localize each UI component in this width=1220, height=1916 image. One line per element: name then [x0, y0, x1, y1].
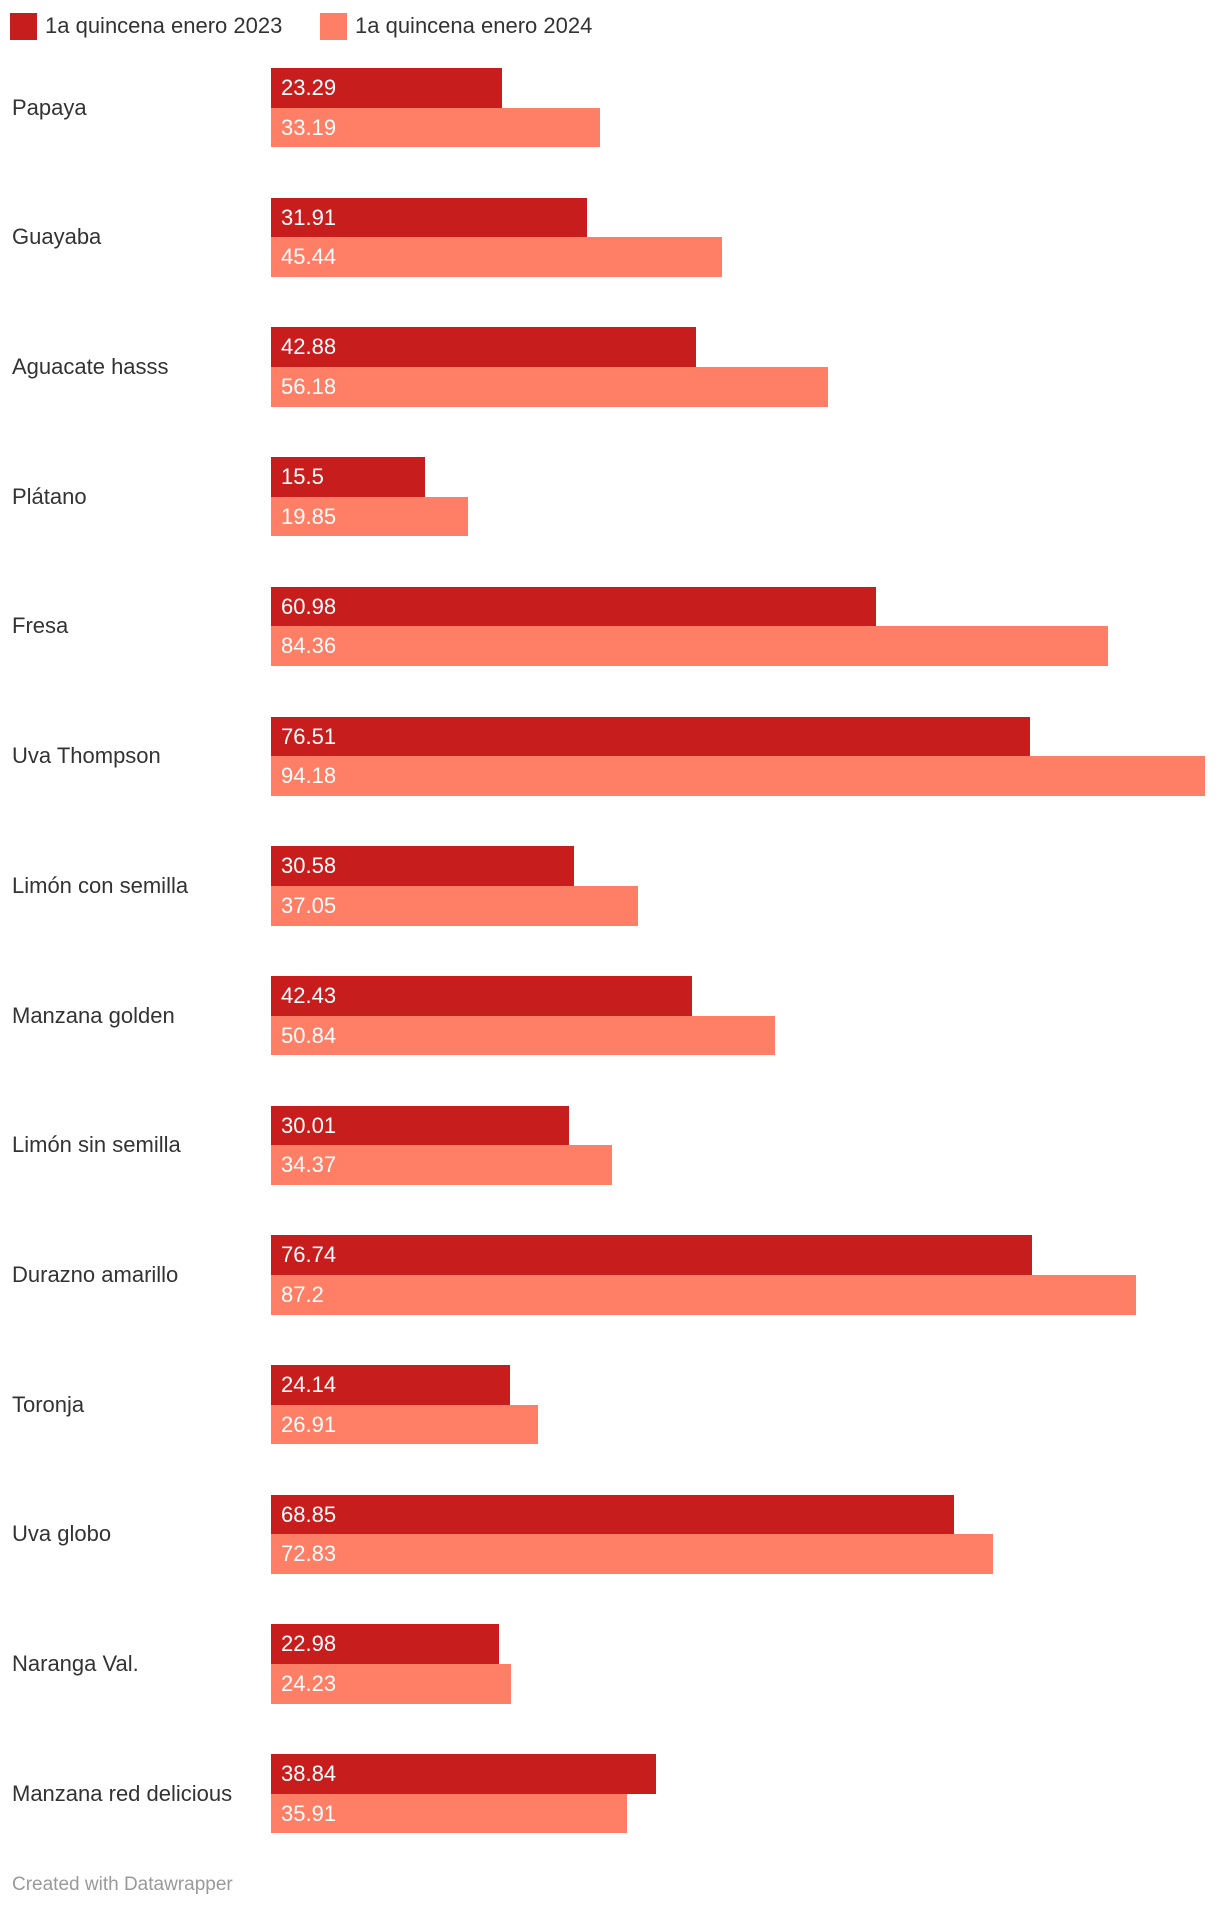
bar: 15.5 — [271, 457, 425, 497]
bar-value-label: 37.05 — [281, 892, 337, 918]
chart-row: Limón con semilla 30.58 37.05 — [0, 846, 1220, 926]
bar-value-label: 87.2 — [281, 1281, 324, 1307]
chart-row: Papaya 23.29 33.19 — [0, 68, 1220, 148]
legend-item-2023: 1a quincena enero 2023 — [10, 12, 282, 40]
bar-value-label: 56.18 — [281, 374, 337, 400]
bar-value-label: 84.36 — [281, 633, 337, 659]
chart-row: Durazno amarillo 76.74 87.2 — [0, 1235, 1220, 1315]
category-label: Durazno amarillo — [12, 1261, 179, 1287]
bar: 60.98 — [271, 586, 876, 627]
bar: 56.18 — [271, 367, 829, 407]
bar-value-label: 60.98 — [281, 593, 337, 619]
bar: 38.84 — [271, 1754, 657, 1794]
category-label: Manzana golden — [12, 1002, 175, 1028]
bar-value-label: 33.19 — [281, 114, 337, 140]
bar: 33.19 — [271, 107, 601, 148]
bar-value-label: 24.23 — [281, 1671, 337, 1697]
category-label: Limón con semilla — [12, 872, 189, 898]
bar-value-label: 42.88 — [281, 334, 337, 360]
bar-value-label: 31.91 — [281, 204, 337, 230]
bar-value-label: 76.74 — [281, 1242, 337, 1268]
category-label: Plátano — [12, 483, 87, 509]
bar-value-label: 22.98 — [281, 1631, 337, 1657]
bar-value-label: 76.51 — [281, 723, 337, 749]
bar: 26.91 — [271, 1404, 538, 1445]
bar: 34.37 — [271, 1145, 612, 1185]
chart-row: Naranga Val. 22.98 24.23 — [0, 1624, 1220, 1704]
bar: 19.85 — [271, 496, 468, 537]
chart-row: Plátano 15.5 19.85 — [0, 457, 1220, 537]
bar: 22.98 — [271, 1624, 499, 1665]
chart-row: Guayaba 31.91 45.44 — [0, 197, 1220, 278]
legend-label-2023: 1a quincena enero 2023 — [45, 13, 283, 38]
bar: 94.18 — [271, 756, 1205, 796]
credit-footer[interactable]: Created with Datawrapper — [12, 1874, 233, 1895]
bar-value-label: 42.43 — [281, 982, 337, 1008]
bar: 35.91 — [271, 1793, 628, 1834]
chart-row: Toronja 24.14 26.91 — [0, 1365, 1220, 1445]
category-label: Papaya — [12, 94, 87, 120]
bar: 42.88 — [271, 327, 697, 368]
bar: 24.14 — [271, 1365, 511, 1405]
bar-value-label: 68.85 — [281, 1501, 337, 1527]
bar-value-label: 50.84 — [281, 1022, 337, 1048]
category-label: Guayaba — [12, 224, 102, 250]
bar: 42.43 — [271, 975, 692, 1016]
bar: 24.23 — [271, 1664, 512, 1704]
category-label: Naranga Val. — [12, 1651, 139, 1677]
bar-value-label: 30.01 — [281, 1112, 337, 1138]
category-label: Toronja — [12, 1391, 85, 1417]
bar-value-label: 34.37 — [281, 1152, 337, 1178]
bar: 68.85 — [271, 1494, 954, 1535]
bar-value-label: 94.18 — [281, 763, 337, 789]
chart-row: Uva globo 68.85 72.83 — [0, 1494, 1220, 1575]
bar: 30.01 — [271, 1105, 569, 1146]
legend-label-2024: 1a quincena enero 2024 — [355, 13, 593, 38]
bar-value-label: 24.14 — [281, 1372, 337, 1397]
bar: 87.2 — [271, 1274, 1136, 1315]
category-label: Manzana red delicious — [12, 1780, 233, 1806]
bar: 76.74 — [271, 1235, 1033, 1275]
chart-row: Fresa 60.98 84.36 — [0, 586, 1220, 667]
legend-swatch-2024 — [320, 12, 347, 40]
bar: 31.91 — [271, 197, 588, 238]
bar: 84.36 — [271, 626, 1108, 667]
legend-swatch-2023 — [10, 12, 37, 40]
bar-value-label: 45.44 — [281, 244, 337, 270]
bar: 76.51 — [271, 716, 1030, 757]
bar: 45.44 — [271, 237, 722, 278]
category-label: Uva Thompson — [12, 743, 161, 769]
bar: 30.58 — [271, 846, 575, 886]
bar-value-label: 30.58 — [281, 853, 337, 879]
bar: 23.29 — [271, 68, 502, 108]
chart-row: Limón sin semilla 30.01 34.37 — [0, 1105, 1220, 1185]
chart-row: Aguacate hasss 42.88 56.18 — [0, 327, 1220, 407]
category-label: Uva globo — [12, 1521, 112, 1547]
bar-value-label: 23.29 — [281, 75, 337, 100]
chart-row: Manzana golden 42.43 50.84 — [0, 975, 1220, 1056]
bar-value-label: 35.91 — [281, 1800, 337, 1826]
bar-value-label: 38.84 — [281, 1761, 337, 1787]
chart-row: Uva Thompson 76.51 94.18 — [0, 716, 1220, 796]
bar: 37.05 — [271, 885, 639, 926]
bar-value-label: 72.83 — [281, 1541, 337, 1567]
legend-item-2024: 1a quincena enero 2024 — [320, 12, 592, 40]
legend: 1a quincena enero 2023 1a quincena enero… — [0, 12, 1220, 40]
category-label: Aguacate hasss — [12, 354, 169, 380]
bar-value-label: 15.5 — [281, 464, 324, 490]
bar: 50.84 — [271, 1015, 776, 1056]
category-label: Limón sin semilla — [12, 1132, 181, 1158]
bar: 72.83 — [271, 1534, 994, 1575]
chart-row: Manzana red delicious 38.84 35.91 — [0, 1754, 1220, 1834]
category-label: Fresa — [12, 613, 69, 639]
bar-value-label: 26.91 — [281, 1411, 337, 1437]
bar-value-label: 19.85 — [281, 503, 337, 529]
